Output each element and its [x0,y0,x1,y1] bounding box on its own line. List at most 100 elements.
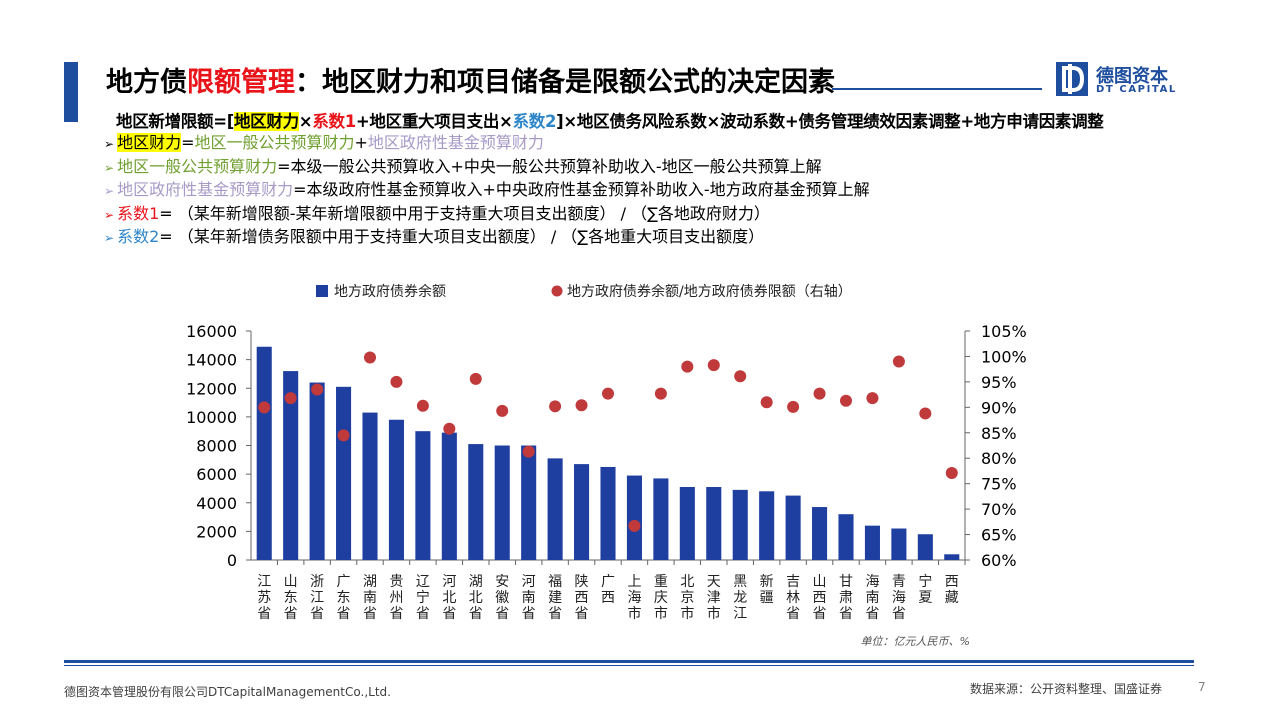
definition-coefficient-2: ➢ 系数2= （某年新增债务限额中用于支持重大项目支出额度） / （∑各地重大项目… [104,227,765,246]
company-name: 德图资本管理股份有限公司DTCapitalManagementCo.,Ltd. [64,685,391,699]
ratio-point [364,351,376,364]
category-label: 新疆 [760,574,774,606]
arrow-icon: ➢ [104,231,115,245]
page-number: 7 [1198,680,1206,694]
bar [812,507,828,560]
unit-note: 单位：亿元人民币、% [861,635,970,648]
category-label: 广西 [601,574,615,606]
bar [759,491,775,560]
right-tick-label: 90% [981,398,1017,417]
ratio-point [628,519,641,532]
category-label: 甘肃省 [839,574,853,622]
bar [468,444,484,560]
ratio-point [866,392,879,405]
bar [917,534,933,560]
bar [626,475,642,560]
category-label: 辽宁省 [416,574,430,622]
ratio-point [443,422,456,435]
category-label: 重庆市 [654,574,668,622]
left-tick-label: 8000 [196,437,237,456]
definition-fiscal-capacity: ➢ 地区财力=地区一般公共预算财力+地区政府性基金预算财力 [104,133,544,152]
bar [864,525,880,560]
category-label: 湖北省 [469,574,483,622]
bar [838,514,854,560]
legend-swatch-bar [316,285,328,297]
ratio-point [390,375,403,388]
bar [574,464,590,560]
category-label: 天津市 [707,574,721,622]
logo-mark-icon [1056,62,1088,96]
definition-list: ➢ 地区财力=地区一般公共预算财力+地区政府性基金预算财力 ➢ 地区一般公共预算财力… [104,132,870,250]
category-label: 青海省 [892,574,906,622]
bar [415,431,431,560]
bar [679,487,695,560]
title-accent-bar [64,62,78,122]
ratio-point [416,399,429,412]
category-label: 河北省 [442,574,456,622]
ratio-point [337,429,350,442]
category-label: 湖南省 [363,574,377,622]
footer-rule [64,660,1194,663]
ratio-point [575,399,588,412]
bar [283,371,299,560]
bar [732,489,748,560]
bar [547,458,563,560]
category-label: 上海市 [627,574,641,622]
bar [521,445,537,560]
definition-coefficient-1: ➢ 系数1= （某年新增限额-某年新增限额中用于支持重大项目支出额度） / （∑各… [104,203,770,223]
quota-formula: 地区新增限额=[地区财力×系数1+地区重大项目支出×系数2]×地区债务风险系数×… [116,112,1104,131]
ratio-point [522,445,535,458]
ratio-point [892,355,905,368]
logo-text-cn: 德图资本 [1096,66,1168,87]
arrow-icon: ➢ [104,137,115,151]
legend-label-bar: 地方政府债券余额 [334,283,446,300]
right-tick-label: 105% [981,322,1027,341]
title-rule [832,88,1042,90]
left-tick-label: 14000 [186,351,237,370]
title-highlight: 限额管理 [187,67,295,98]
right-tick-label: 60% [981,551,1017,570]
definition-general-budget: ➢ 地区一般公共预算财力=本级一般公共预算收入+中央一般公共预算补助收入-地区一般… [104,156,822,176]
right-tick-label: 85% [981,424,1017,443]
ratio-point [602,387,614,400]
bar [388,419,404,560]
bar [944,554,960,560]
legend-swatch-dot [551,285,563,297]
left-tick-label: 6000 [196,465,237,484]
right-tick-label: 65% [981,526,1017,545]
bar [600,466,616,560]
ratio-point [654,387,667,400]
right-tick-label: 80% [981,449,1017,468]
category-label: 北京市 [680,574,694,622]
ratio-point [707,359,720,372]
ratio-point [284,392,297,405]
bar [785,495,801,560]
bar [362,412,378,560]
ratio-point [787,400,800,413]
formula-coefficient-1: 系数1 [312,112,356,131]
bar [653,478,669,560]
ratio-point [760,396,773,409]
category-label: 黑龙江 [733,574,747,622]
bar [309,382,325,560]
left-tick-label: 12000 [186,379,237,398]
ratio-point [945,466,958,479]
category-label: 吉林省 [786,574,800,622]
category-label: 江苏省 [257,574,271,622]
ratio-point [919,407,932,420]
category-label: 西藏 [945,574,959,606]
ratio-point [549,400,562,413]
bar [336,386,352,560]
right-tick-label: 95% [981,373,1017,392]
ratio-point [496,404,509,417]
ratio-point [840,394,852,407]
category-label: 广东省 [337,574,351,622]
company-logo: 德图资本 DT CAPITAL [1056,62,1216,98]
right-tick-label: 70% [981,500,1017,519]
arrow-icon: ➢ [104,160,115,175]
bar [494,445,510,560]
category-label: 山东省 [284,574,298,622]
ratio-point [469,372,482,385]
ratio-point [813,387,826,400]
